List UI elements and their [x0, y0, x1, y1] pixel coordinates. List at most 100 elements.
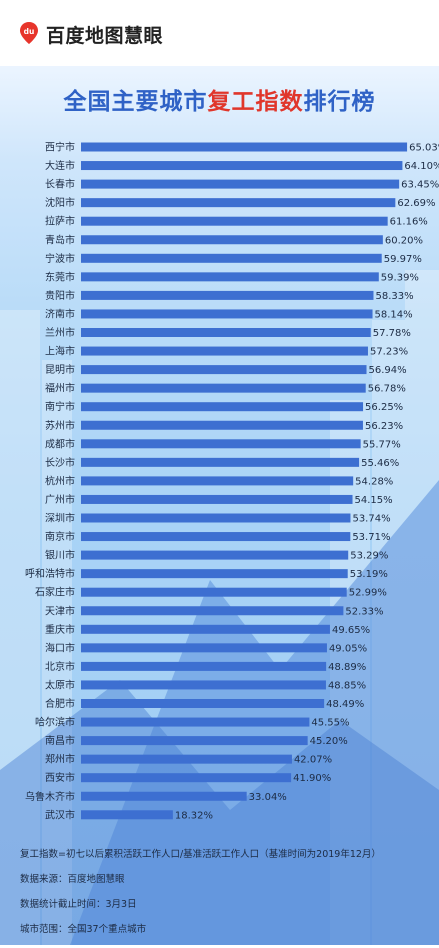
value-label: 55.77% [363, 439, 401, 450]
city-label: 成都市 [45, 437, 75, 450]
logo-glyph: du [24, 27, 35, 36]
value-label: 48.49% [326, 699, 364, 710]
value-label: 61.16% [390, 217, 428, 228]
bar [81, 309, 373, 319]
bar [81, 328, 371, 337]
city-label: 东莞市 [45, 270, 75, 283]
city-label: 南昌市 [45, 734, 75, 747]
bar [81, 439, 361, 449]
city-label: 长沙市 [45, 456, 75, 469]
value-label: 48.85% [328, 680, 366, 691]
value-label: 65.03% [409, 143, 439, 154]
city-label: 深圳市 [45, 512, 75, 525]
city-label: 哈尔滨市 [35, 716, 75, 729]
value-label: 56.23% [365, 421, 403, 432]
bar [81, 569, 348, 579]
app-header: du 百度地图慧眼 [0, 0, 439, 66]
bar [81, 736, 308, 746]
title-part-2: 复工指数 [207, 89, 304, 115]
city-label: 北京市 [45, 660, 75, 673]
title-part-3: 排行榜 [303, 89, 376, 115]
value-label: 60.20% [385, 235, 423, 246]
city-label: 郑州市 [45, 753, 75, 766]
value-label: 53.71% [352, 532, 390, 543]
bar [81, 494, 353, 504]
city-label: 苏州市 [45, 419, 75, 432]
city-label: 福州市 [45, 382, 75, 395]
value-label: 18.32% [175, 810, 213, 821]
bar [81, 699, 325, 708]
value-label: 53.74% [352, 514, 390, 525]
value-label: 58.33% [375, 291, 413, 302]
bar [81, 346, 368, 356]
value-label: 56.94% [369, 365, 407, 376]
bar [81, 290, 374, 300]
bar [81, 198, 396, 208]
city-label: 西宁市 [45, 141, 75, 154]
city-label: 石家庄市 [35, 586, 75, 599]
bar [81, 161, 403, 171]
bar [81, 661, 327, 671]
bar [81, 142, 408, 152]
bar [81, 365, 367, 375]
bar [81, 680, 326, 690]
city-label: 贵阳市 [45, 289, 75, 302]
value-label: 64.10% [404, 161, 439, 172]
value-label: 55.46% [361, 458, 399, 469]
value-label: 54.15% [355, 495, 393, 506]
city-label: 银川市 [45, 549, 75, 562]
bar [81, 402, 364, 412]
bar [81, 383, 366, 393]
city-label: 兰州市 [45, 326, 75, 339]
bar [81, 773, 292, 783]
value-label: 57.78% [373, 328, 411, 339]
value-label: 57.23% [370, 347, 408, 358]
value-label: 41.90% [293, 773, 331, 784]
footer-scope: 城市范围：全国37个重点城市 [20, 924, 147, 935]
value-label: 48.89% [328, 662, 366, 673]
bar [81, 606, 344, 616]
bar [81, 717, 310, 727]
bar [81, 235, 383, 245]
brand-name: 百度地图慧眼 [46, 25, 164, 47]
bar [81, 216, 388, 226]
value-label: 59.97% [384, 254, 422, 265]
value-label: 53.19% [350, 569, 388, 580]
value-label: 42.07% [294, 755, 332, 766]
footer-source: 数据来源：百度地图慧眼 [20, 874, 125, 885]
bar [81, 754, 292, 764]
bar [81, 179, 400, 189]
city-label: 南京市 [45, 530, 75, 543]
bar [81, 457, 360, 467]
bar [81, 513, 351, 523]
value-label: 58.14% [375, 309, 413, 320]
bar [81, 643, 327, 653]
value-label: 33.04% [249, 792, 287, 803]
city-label: 济南市 [45, 307, 75, 320]
city-label: 长春市 [45, 178, 75, 191]
value-label: 45.20% [310, 736, 348, 747]
bar [81, 420, 363, 430]
bar [81, 532, 351, 542]
city-label: 天津市 [45, 604, 75, 617]
bar [81, 550, 349, 560]
city-label: 乌鲁木齐市 [25, 790, 75, 803]
city-label: 拉萨市 [45, 215, 75, 228]
city-label: 合肥市 [45, 697, 75, 710]
value-label: 54.28% [355, 476, 393, 487]
city-label: 上海市 [45, 345, 75, 358]
value-label: 52.33% [345, 606, 383, 617]
city-label: 武汉市 [45, 808, 75, 821]
value-label: 63.45% [401, 180, 439, 191]
bar [81, 587, 347, 597]
city-label: 海口市 [45, 641, 75, 654]
city-label: 沈阳市 [45, 196, 75, 209]
city-label: 大连市 [45, 159, 75, 172]
city-label: 宁波市 [45, 252, 75, 265]
city-label: 青岛市 [45, 233, 75, 246]
value-label: 53.29% [350, 551, 388, 562]
city-skyline-background [0, 270, 439, 945]
map-pin-icon: du [20, 22, 38, 44]
value-label: 62.69% [397, 198, 435, 209]
